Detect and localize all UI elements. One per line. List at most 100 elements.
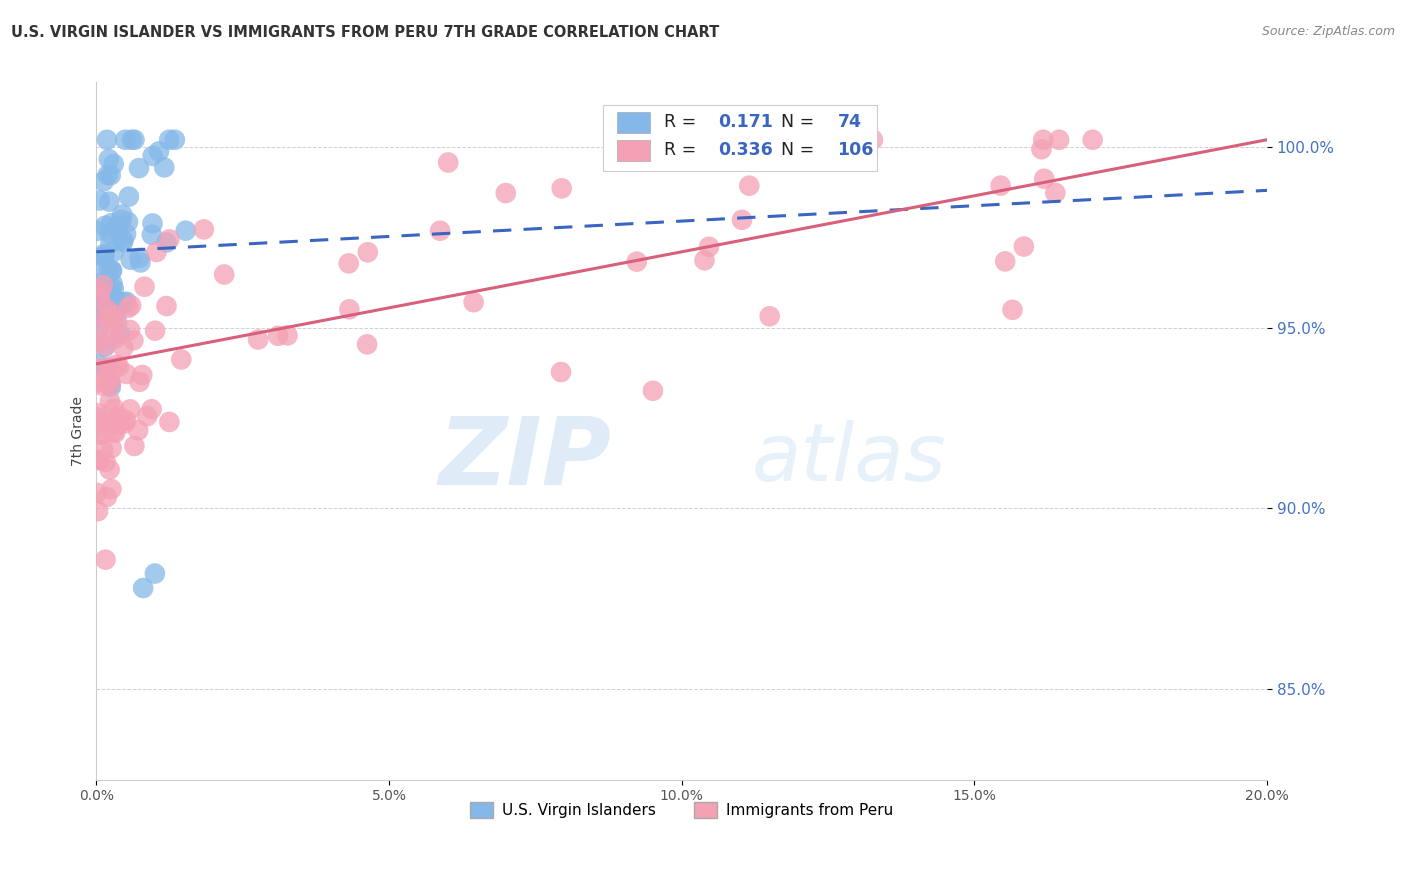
- Point: [96, 303, 118, 318]
- Point: [98, 359, 121, 374]
- Point: [91, 250, 114, 264]
- Point: [91, 287, 114, 301]
- Point: [114, 417, 136, 431]
- Point: [141, 402, 163, 417]
- Point: [86, 486, 108, 500]
- Point: [100, 235, 122, 250]
- Point: [429, 224, 451, 238]
- Point: [94, 339, 117, 353]
- Point: [98, 394, 121, 409]
- Point: [86, 335, 108, 350]
- Point: [87, 286, 110, 301]
- Point: [115, 367, 138, 381]
- Point: [157, 415, 180, 429]
- Point: [98, 368, 121, 383]
- Point: [108, 417, 131, 431]
- Point: [104, 332, 127, 346]
- Point: [101, 326, 124, 340]
- Text: N =: N =: [782, 113, 820, 131]
- Text: atlas: atlas: [752, 419, 946, 498]
- Text: 0.336: 0.336: [718, 142, 773, 160]
- Point: [100, 376, 122, 391]
- Point: [91, 286, 114, 301]
- FancyBboxPatch shape: [617, 140, 650, 161]
- Point: [111, 208, 134, 222]
- Point: [111, 235, 134, 249]
- Point: [212, 268, 235, 282]
- Point: [107, 411, 129, 425]
- Point: [990, 178, 1012, 193]
- Point: [89, 453, 111, 467]
- Point: [86, 310, 108, 324]
- Point: [96, 376, 118, 391]
- Point: [97, 368, 120, 383]
- Point: [157, 232, 180, 246]
- Point: [89, 285, 111, 299]
- Text: N =: N =: [782, 142, 820, 160]
- Point: [94, 340, 117, 354]
- Point: [96, 133, 118, 147]
- Point: [100, 284, 122, 298]
- Point: [86, 285, 108, 300]
- Point: [97, 152, 120, 166]
- Point: [91, 427, 114, 442]
- Point: [267, 328, 290, 343]
- Point: [107, 409, 129, 424]
- Point: [744, 133, 766, 147]
- Point: [93, 174, 115, 188]
- Text: 74: 74: [838, 113, 862, 131]
- Point: [155, 299, 177, 313]
- Text: R =: R =: [664, 113, 702, 131]
- Point: [86, 224, 108, 238]
- Point: [87, 361, 110, 376]
- Text: R =: R =: [664, 142, 702, 160]
- Point: [103, 417, 125, 432]
- Point: [437, 155, 460, 169]
- Point: [87, 504, 110, 518]
- Point: [91, 278, 114, 293]
- Point: [98, 226, 121, 240]
- Point: [153, 161, 176, 175]
- FancyBboxPatch shape: [603, 105, 877, 170]
- Point: [1033, 171, 1056, 186]
- Point: [97, 262, 120, 277]
- Text: Source: ZipAtlas.com: Source: ZipAtlas.com: [1261, 25, 1395, 38]
- Point: [626, 254, 648, 268]
- Point: [120, 323, 142, 337]
- Point: [108, 359, 131, 374]
- Point: [155, 235, 177, 250]
- Point: [90, 276, 112, 290]
- Point: [174, 224, 197, 238]
- Point: [98, 287, 121, 301]
- Point: [103, 425, 125, 439]
- Point: [1045, 186, 1067, 200]
- Point: [100, 263, 122, 277]
- Point: [112, 233, 135, 247]
- Text: U.S. VIRGIN ISLANDER VS IMMIGRANTS FROM PERU 7TH GRADE CORRELATION CHART: U.S. VIRGIN ISLANDER VS IMMIGRANTS FROM …: [11, 25, 720, 40]
- Point: [89, 452, 111, 467]
- Point: [128, 161, 150, 175]
- Point: [100, 441, 122, 455]
- Point: [94, 310, 117, 325]
- Point: [87, 294, 110, 309]
- Point: [148, 145, 170, 159]
- Point: [1047, 133, 1070, 147]
- Y-axis label: 7th Grade: 7th Grade: [72, 396, 86, 466]
- Point: [141, 227, 163, 242]
- Point: [124, 133, 146, 147]
- Point: [1032, 133, 1054, 147]
- Point: [170, 352, 193, 367]
- Point: [100, 482, 122, 496]
- Point: [131, 368, 153, 382]
- Point: [758, 310, 780, 324]
- Point: [90, 414, 112, 428]
- Point: [141, 216, 163, 230]
- Point: [89, 194, 111, 208]
- Point: [103, 244, 125, 259]
- Point: [98, 194, 121, 209]
- Point: [87, 357, 110, 371]
- Point: [91, 442, 114, 457]
- Point: [89, 264, 111, 278]
- Point: [86, 418, 108, 433]
- Point: [96, 310, 118, 325]
